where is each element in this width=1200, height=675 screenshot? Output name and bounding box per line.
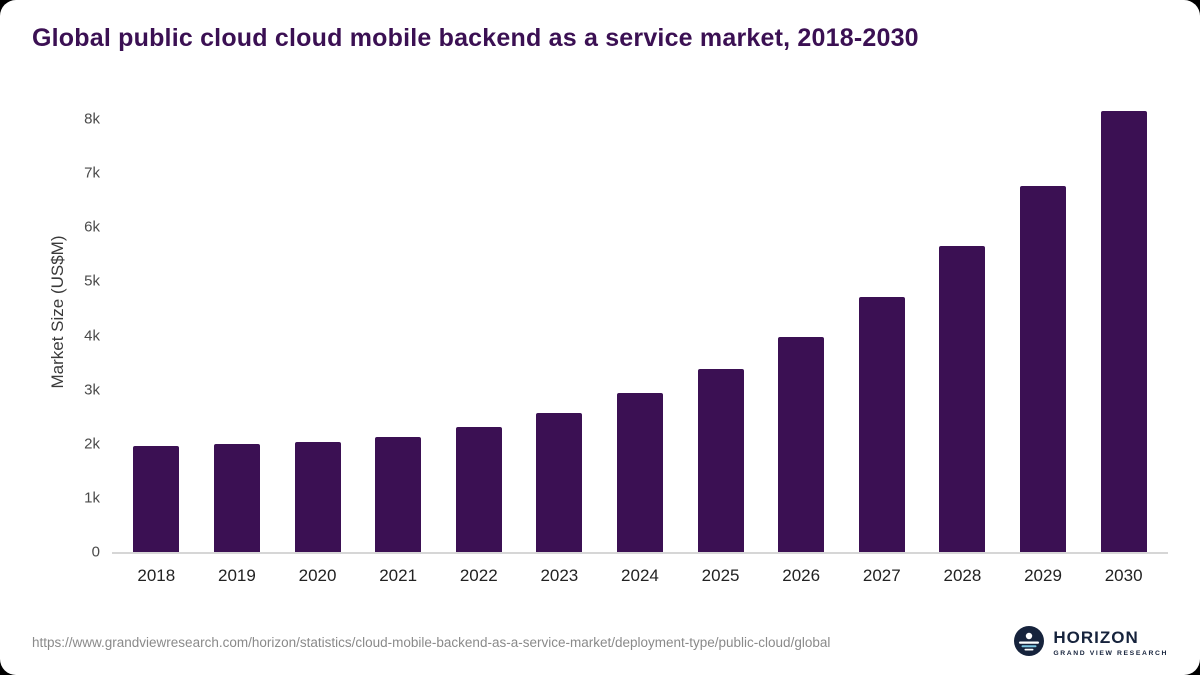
- logo-title: HORIZON: [1053, 628, 1139, 648]
- horizon-logo: HORIZON GRAND VIEW RESEARCH: [1014, 626, 1168, 661]
- bar: [536, 412, 583, 552]
- page-title: Global public cloud cloud mobile backend…: [32, 24, 919, 52]
- x-tick-label: 2025: [701, 566, 740, 585]
- bar-group: [1003, 92, 1084, 552]
- y-tick-label: 7k: [84, 164, 100, 182]
- bar: [616, 393, 663, 552]
- bar-group: [519, 92, 600, 552]
- horizon-globe-icon: [1014, 626, 1045, 661]
- x-tick-label: 2027: [862, 566, 901, 585]
- x-tick-label: 2021: [379, 566, 418, 585]
- bar-group: [761, 92, 842, 552]
- x-tick-label: 2020: [298, 566, 337, 585]
- bar-group: [1083, 92, 1164, 552]
- bar: [375, 437, 422, 552]
- y-tick-label: 6k: [84, 218, 100, 236]
- bar-group: [680, 92, 761, 552]
- y-tick-label: 8k: [84, 110, 100, 128]
- y-tick-label: 5k: [84, 272, 100, 290]
- x-tick-label: 2023: [540, 566, 579, 585]
- x-tick-label: 2026: [782, 566, 821, 585]
- bar: [133, 446, 180, 552]
- x-tick-label: 2029: [1024, 566, 1062, 585]
- bar-group: [358, 92, 439, 552]
- logo-text: HORIZON GRAND VIEW RESEARCH: [1053, 629, 1168, 657]
- y-tick-label: 0: [91, 543, 100, 561]
- bar: [778, 336, 825, 552]
- x-tick-label: 2019: [218, 566, 256, 585]
- bar: [213, 443, 260, 552]
- bar-group: [277, 92, 358, 552]
- x-tick-label: 2022: [459, 566, 498, 585]
- y-axis-title-column: Market Size (US$M): [30, 92, 67, 594]
- bar-group: [197, 92, 278, 552]
- bar-group: [922, 92, 1003, 552]
- bar: [858, 296, 905, 552]
- bar-group: [841, 92, 922, 552]
- bar: [455, 427, 502, 552]
- y-tick-label: 4k: [84, 327, 100, 345]
- bar: [939, 246, 986, 552]
- plot-area: [112, 92, 1168, 554]
- x-tick-label: 2030: [1104, 566, 1143, 585]
- x-tick-label: 2028: [943, 566, 982, 585]
- source-url: https://www.grandviewresearch.com/horizo…: [32, 635, 831, 651]
- x-tick-label: 2024: [621, 566, 659, 585]
- bar-group: [438, 92, 519, 552]
- x-axis-labels: 2018 2019 2020 2021 2022 2023 2024 2025 2026 2027…: [112, 566, 1168, 586]
- y-tick-label: 1k: [84, 489, 100, 507]
- bar: [1100, 110, 1147, 552]
- x-tick-label: 2018: [137, 566, 176, 585]
- y-tick-label: 2k: [84, 435, 100, 453]
- bar-group: [600, 92, 681, 552]
- bar: [1020, 185, 1066, 552]
- plot-wrap: 2018 2019 2020 2021 2022 2023 2024 2025 2026 2027…: [112, 92, 1168, 594]
- bar-group: [116, 92, 197, 552]
- bar-chart: Market Size (US$M) 0 1k 2k 3k 4k 5k 6k 7k 8k 201…: [30, 92, 1168, 594]
- bar: [294, 441, 341, 552]
- y-tick-label: 3k: [84, 381, 100, 399]
- bar: [697, 369, 744, 552]
- y-axis-ticks: 0 1k 2k 3k 4k 5k 6k 7k 8k: [60, 92, 112, 561]
- logo-subtitle: GRAND VIEW RESEARCH: [1053, 650, 1168, 658]
- footer: https://www.grandviewresearch.com/horizo…: [32, 626, 1168, 661]
